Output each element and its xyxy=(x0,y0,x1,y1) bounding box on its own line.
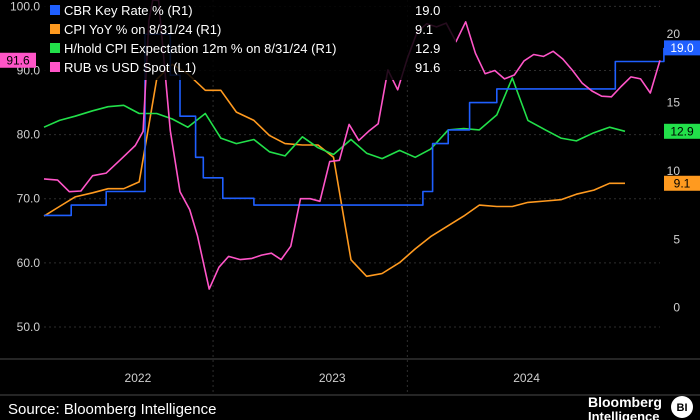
left-tick-label: 100.0 xyxy=(10,0,40,13)
series-line-h-hold-cpi-expectation-12m-on-8-31-24-r1 xyxy=(43,77,626,160)
right-tick-label: 20 xyxy=(667,27,681,41)
series-line-cpi-yoy-on-8-31-24-r1 xyxy=(43,63,625,278)
legend-swatch-rub xyxy=(50,62,60,72)
series-line-cbr-key-rate-r1 xyxy=(44,33,665,217)
legend-swatch-cbr xyxy=(50,5,60,15)
value-tag-rub-box xyxy=(0,52,36,68)
value-tags: 91.6 19.0 12.9 9.1 xyxy=(0,40,700,191)
legend: CBR Key Rate % (R1) 19.0 CPI YoY % on 8/… xyxy=(44,0,456,80)
value-tag-rub: 91.6 xyxy=(0,52,36,68)
legend-background xyxy=(44,0,456,80)
x-axis-ticks: 2022 2023 2024 xyxy=(125,371,541,385)
brand-name: Bloomberg xyxy=(588,394,662,410)
value-tag-expectation-text: 12.9 xyxy=(670,124,694,138)
x-tick-label: 2024 xyxy=(513,371,540,385)
legend-label-cbr: CBR Key Rate % (R1) xyxy=(64,3,193,18)
value-tag-cpi: 9.1 xyxy=(664,175,700,191)
left-tick-label: 60.0 xyxy=(17,256,41,270)
legend-label-cpi: CPI YoY % on 8/31/24 (R1) xyxy=(64,22,221,37)
value-tag-rub-text: 91.6 xyxy=(6,53,30,67)
bi-badge-label: BI xyxy=(677,402,688,414)
value-tag-expectation-box xyxy=(664,123,700,139)
bi-badge-icon xyxy=(671,396,693,418)
value-tag-cpi-text: 9.1 xyxy=(674,176,691,190)
source-note: Source: Bloomberg Intelligence xyxy=(8,401,216,418)
left-tick-label: 80.0 xyxy=(17,128,41,142)
legend-label-rub: RUB vs USD Spot (L1) xyxy=(64,60,196,75)
legend-swatch-expectation xyxy=(50,43,60,53)
legend-value-expectation: 12.9 xyxy=(415,41,440,56)
bloomberg-logo: Bloomberg Intelligence BI xyxy=(588,394,693,420)
value-tag-cbr-box xyxy=(664,40,700,56)
x-tick-label: 2022 xyxy=(125,371,152,385)
right-tick-label: 0 xyxy=(673,301,680,315)
value-tag-cbr-text: 19.0 xyxy=(670,41,694,55)
right-tick-label: 10 xyxy=(667,164,681,178)
right-tick-label: 15 xyxy=(667,96,681,110)
x-tick-label: 2023 xyxy=(319,371,346,385)
value-tag-expectation: 12.9 xyxy=(664,123,700,139)
legend-value-rub: 91.6 xyxy=(415,60,440,75)
value-tag-cpi-box xyxy=(664,175,700,191)
legend-value-cbr: 19.0 xyxy=(415,3,440,18)
left-tick-label: 70.0 xyxy=(17,192,41,206)
right-axis-ticks: 0 5 10 15 20 xyxy=(667,27,681,315)
left-tick-label: 50.0 xyxy=(17,320,41,334)
value-tag-cbr: 19.0 xyxy=(664,40,700,56)
right-tick-label: 5 xyxy=(673,232,680,246)
legend-label-expectation: H/hold CPI Expectation 12m % on 8/31/24 … xyxy=(64,41,336,56)
legend-value-cpi: 9.1 xyxy=(415,22,433,37)
legend-swatch-cpi xyxy=(50,24,60,34)
brand-subtitle: Intelligence xyxy=(588,409,660,420)
